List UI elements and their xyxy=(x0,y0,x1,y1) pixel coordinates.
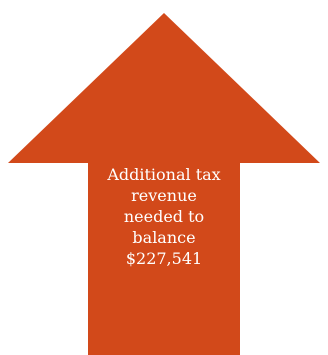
label-line-4: balance xyxy=(132,228,196,247)
arrow-label: Additional tax revenue needed to balance… xyxy=(88,164,240,269)
label-line-1: Additional tax xyxy=(107,165,221,184)
label-line-3: needed to xyxy=(123,207,205,226)
up-arrow-shape xyxy=(8,13,320,355)
label-line-2: revenue xyxy=(131,186,197,205)
label-line-5: $227,541 xyxy=(125,249,203,268)
